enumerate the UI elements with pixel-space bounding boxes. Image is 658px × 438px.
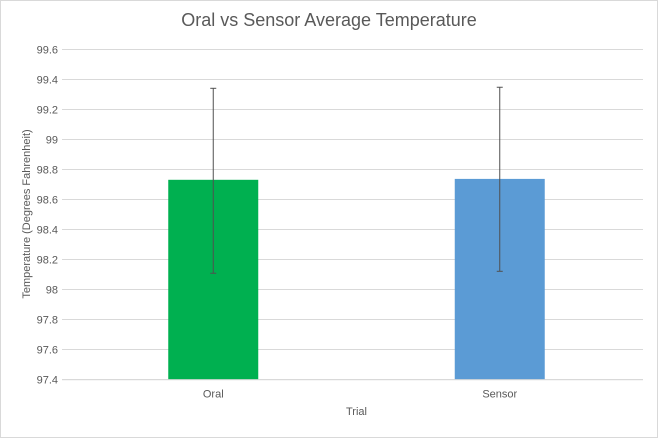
y-tick-label: 98.2 — [37, 255, 58, 267]
x-axis-title: Trial — [346, 406, 367, 418]
y-axis-title: Temperature (Degrees Fahrenheit) — [21, 129, 33, 298]
y-tick-label: 98 — [46, 285, 58, 297]
y-tick-label: 99.4 — [37, 75, 58, 87]
y-tick-label: 98.8 — [37, 165, 58, 177]
y-tick-label: 99 — [46, 135, 58, 147]
y-tick-label: 98.6 — [37, 195, 58, 207]
y-tick-label: 99.2 — [37, 105, 58, 117]
x-tick-label: Sensor — [482, 388, 517, 400]
y-tick-label: 97.8 — [37, 315, 58, 327]
x-tick-label: Oral — [203, 388, 224, 400]
y-tick-label: 99.6 — [37, 45, 58, 57]
y-tick-label: 98.4 — [37, 225, 58, 237]
y-tick-label: 97.6 — [37, 345, 58, 357]
chart-title: Oral vs Sensor Average Temperature — [181, 10, 477, 30]
y-tick-label: 97.4 — [37, 375, 58, 387]
